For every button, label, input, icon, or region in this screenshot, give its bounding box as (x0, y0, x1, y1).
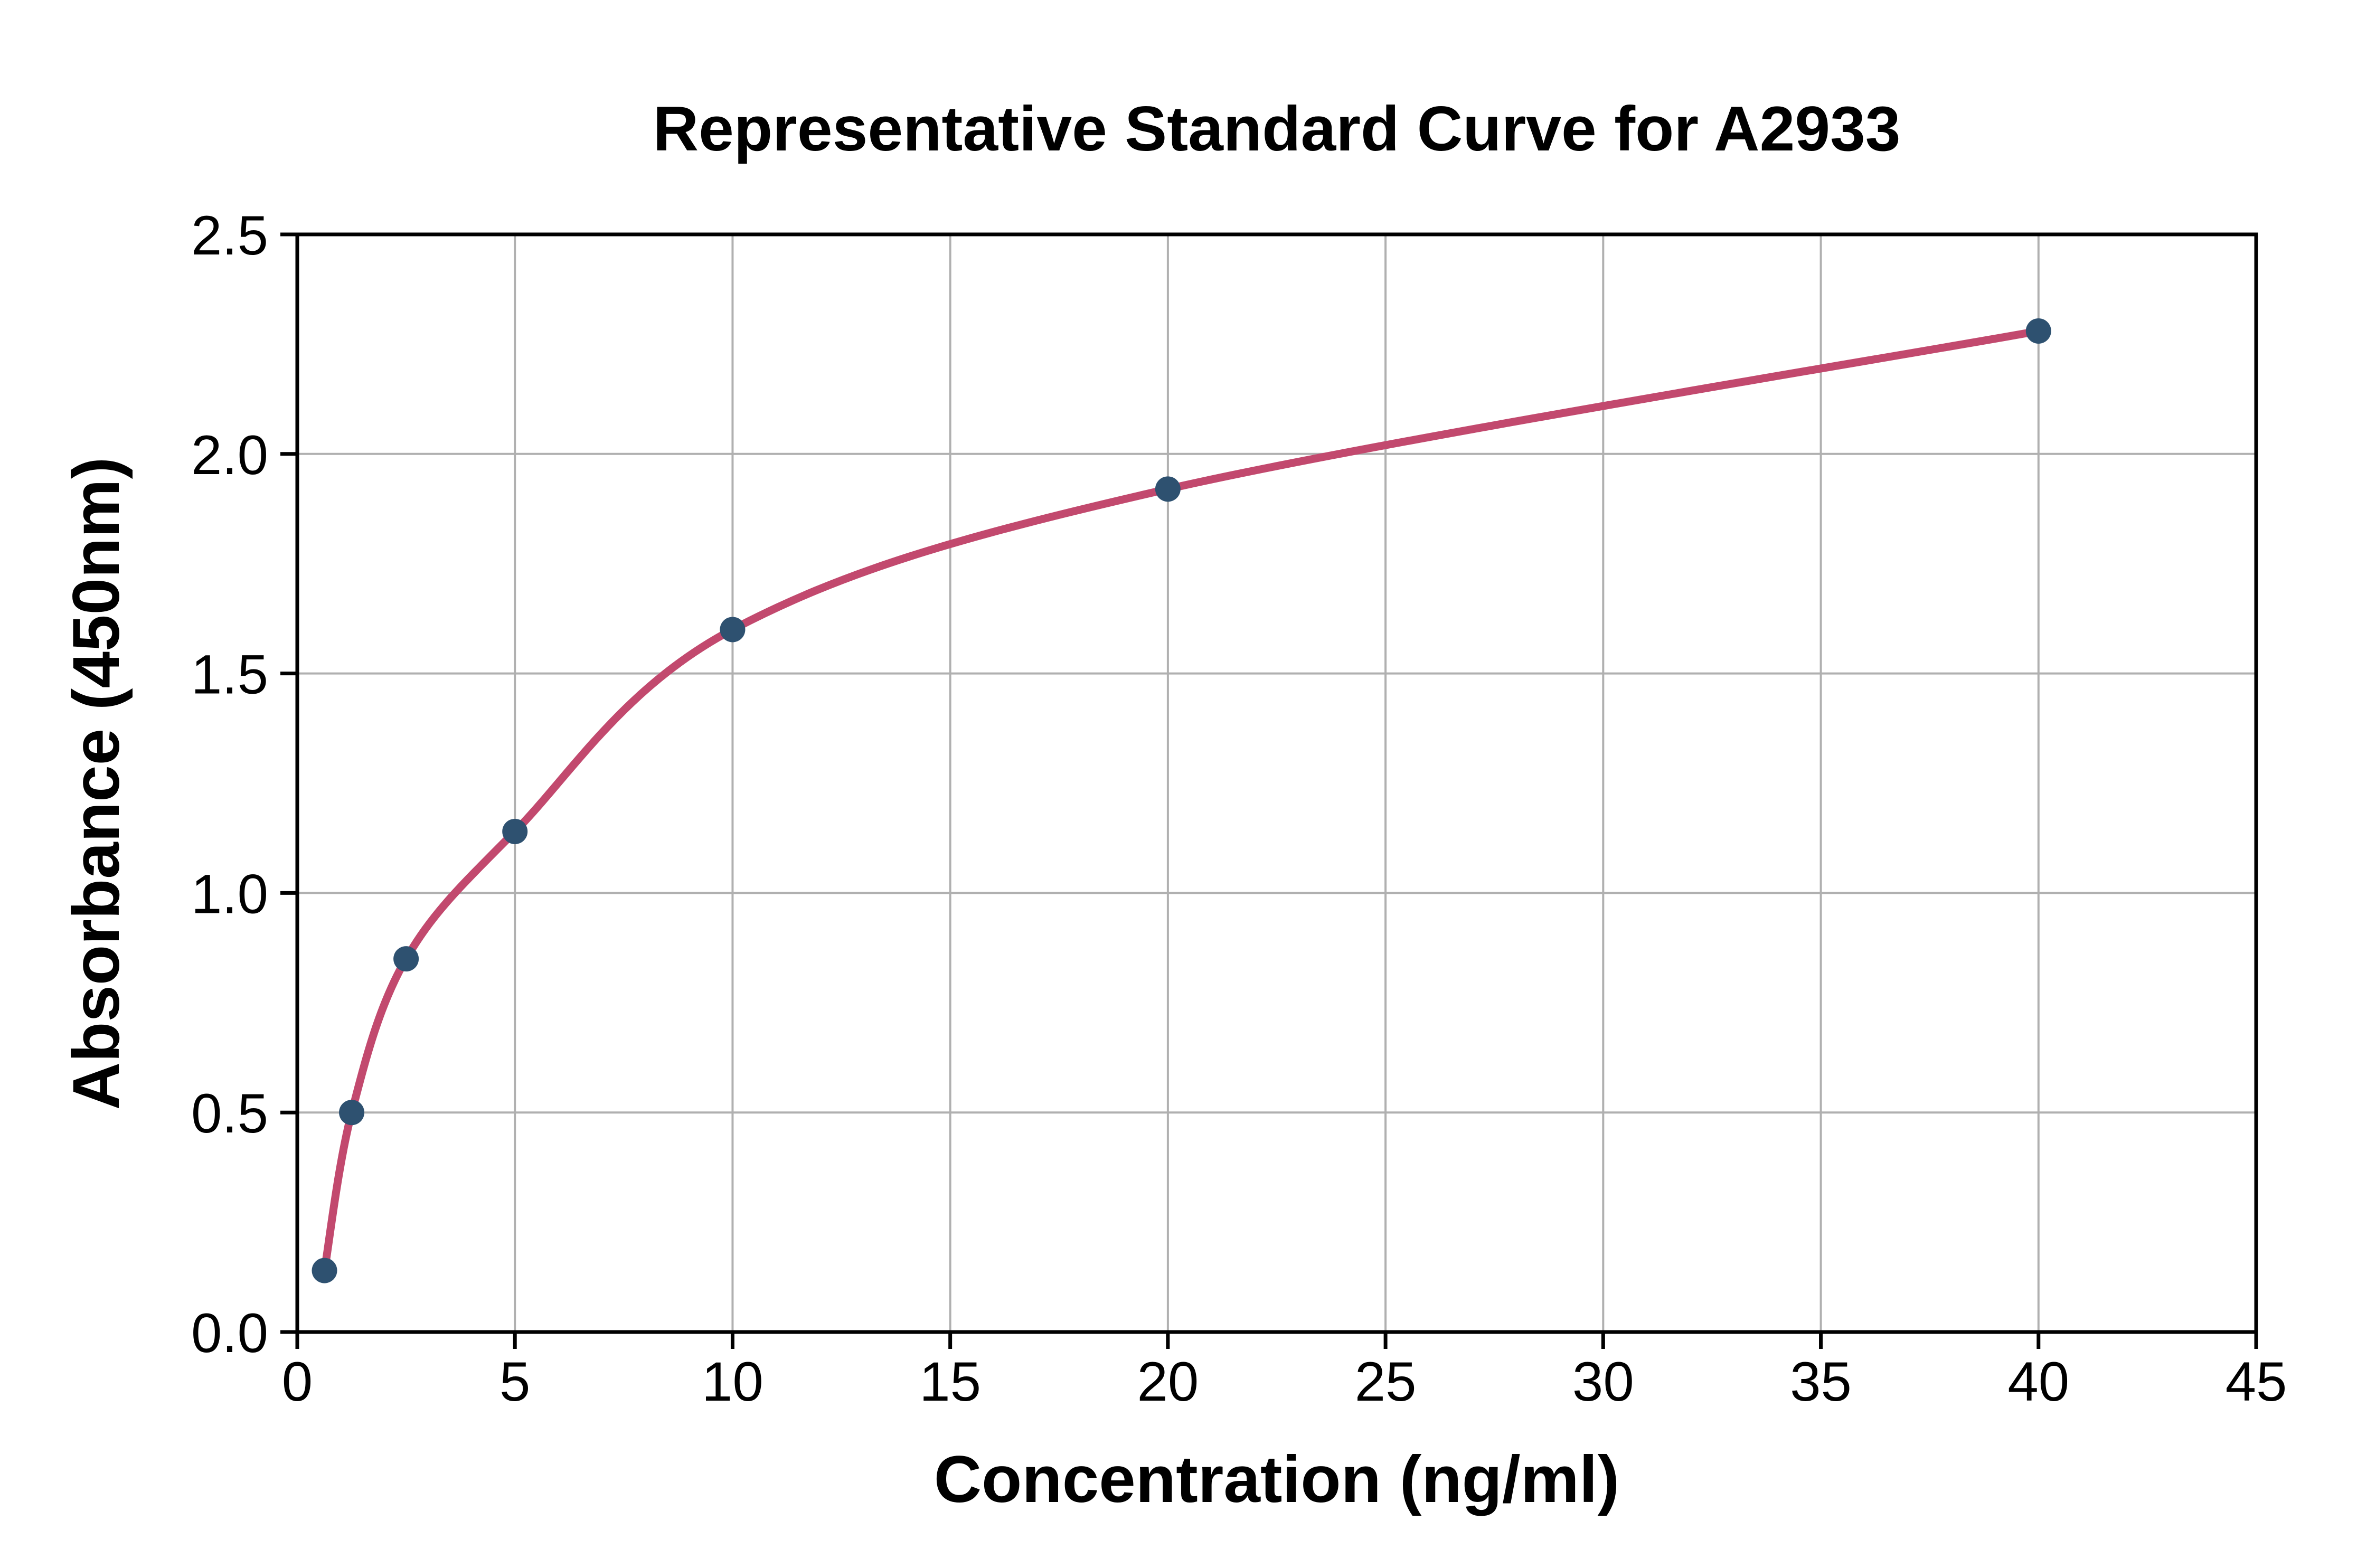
x-tick-label: 25 (1355, 1351, 1417, 1413)
x-tick-label: 10 (702, 1351, 763, 1413)
chart-title: Representative Standard Curve for A2933 (653, 93, 1900, 164)
y-tick-label: 1.5 (191, 644, 268, 706)
y-tick-label: 2.0 (191, 424, 268, 486)
y-tick-label: 0.0 (191, 1302, 268, 1364)
x-tick-label: 0 (282, 1351, 313, 1413)
gridlines-layer (296, 233, 2257, 1333)
data-layer (312, 318, 2051, 1283)
data-point (339, 1100, 365, 1126)
x-tick-label: 35 (1790, 1351, 1852, 1413)
tick-labels-layer: 0 5 10 15 20 25 30 35 40 45 0.0 0.5 1.0 1.5 2.0 2.5 (191, 205, 2287, 1413)
data-point (393, 946, 419, 972)
data-point (1155, 476, 1181, 502)
x-axis-label: Concentration (ng/ml) (934, 1443, 1620, 1516)
data-point (2025, 318, 2051, 344)
x-tick-label: 40 (2007, 1351, 2069, 1413)
plot-border (295, 232, 2258, 1334)
y-tick-label: 1.0 (191, 863, 268, 925)
fitted-curve (320, 327, 2043, 1275)
data-point (502, 818, 528, 844)
x-tick-label: 5 (499, 1351, 530, 1413)
x-tick-label: 30 (1572, 1351, 1634, 1413)
data-point (312, 1258, 337, 1283)
x-tick-label: 20 (1137, 1351, 1199, 1413)
y-tick-label: 0.5 (191, 1083, 268, 1145)
data-point (720, 617, 746, 643)
ticks-layer (280, 232, 2258, 1349)
y-axis-label: Absorbance (450nm) (60, 457, 133, 1110)
y-tick-label: 2.5 (191, 205, 268, 267)
x-tick-label: 15 (919, 1351, 981, 1413)
x-tick-label: 45 (2226, 1351, 2287, 1413)
